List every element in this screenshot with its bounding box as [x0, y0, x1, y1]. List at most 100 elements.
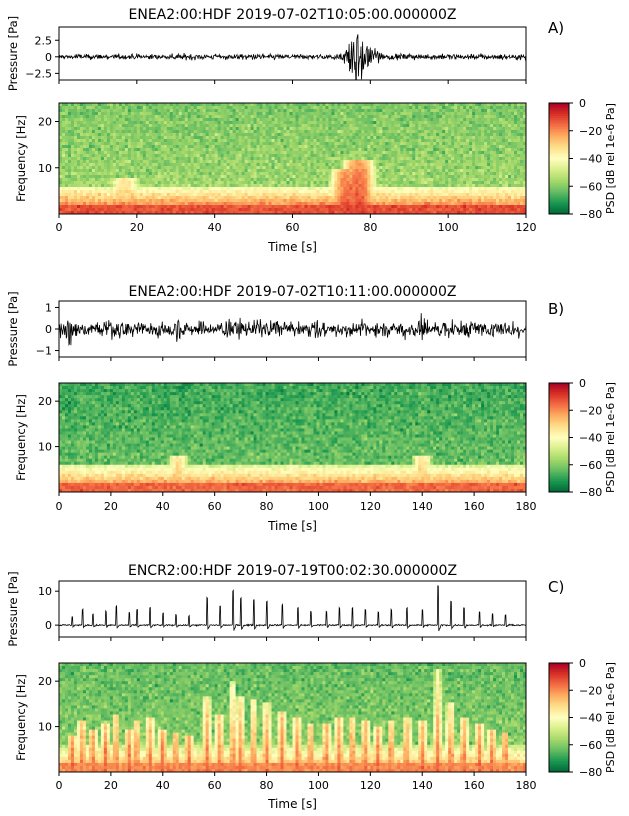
- spectrogram-cell: [98, 121, 101, 124]
- spectrogram-cell: [310, 112, 313, 115]
- spectrogram-cell: [409, 160, 412, 163]
- spectrogram-cell: [62, 178, 65, 181]
- spectrogram-cell: [176, 202, 179, 205]
- spectrogram-cell: [143, 208, 146, 211]
- spectrogram-cell: [104, 127, 107, 130]
- spectrogram-cell: [92, 163, 95, 166]
- spectrogram-cell: [74, 205, 77, 208]
- spectrogram-cell: [376, 109, 379, 112]
- spectrogram-cell: [236, 115, 239, 118]
- spectrogram-cell: [457, 205, 460, 208]
- spectrogram-cell: [421, 133, 424, 136]
- spectrogram-cell: [209, 145, 212, 148]
- spectrogram-cell: [367, 181, 370, 184]
- spectrogram-cell: [233, 145, 236, 148]
- spectrogram-cell: [248, 193, 251, 196]
- spectrogram-cell: [266, 136, 269, 139]
- spectrogram-cell: [376, 184, 379, 187]
- spectrogram-cell: [110, 106, 113, 109]
- spectrogram-cell: [119, 109, 122, 112]
- spectrogram-cell: [149, 160, 152, 163]
- spectrogram-cell: [451, 154, 454, 157]
- spectrogram-cell: [242, 127, 245, 130]
- spectrogram-cell: [113, 121, 116, 124]
- spectrogram-cell: [209, 124, 212, 127]
- spectrogram-cell: [394, 109, 397, 112]
- spectrogram-cell: [260, 112, 263, 115]
- spectrogram-cell: [227, 208, 230, 211]
- spectrogram-cell: [457, 142, 460, 145]
- spectrogram-cell: [146, 163, 149, 166]
- spectrogram-cell: [62, 190, 65, 193]
- spectrogram-cell: [155, 124, 158, 127]
- spectrogram-cell: [457, 130, 460, 133]
- spectrogram-cell: [337, 115, 340, 118]
- spectrogram-cell: [158, 121, 161, 124]
- spectrogram-cell: [427, 178, 430, 181]
- spectrogram-cell: [233, 175, 236, 178]
- spectrogram-cell: [334, 169, 337, 172]
- spectrogram-cell: [122, 205, 125, 208]
- spectrogram-cell: [206, 133, 209, 136]
- spectrogram-cell: [403, 196, 406, 199]
- spectrogram-cell: [313, 172, 316, 175]
- spectrogram-cell: [224, 157, 227, 160]
- spectrogram-cell: [346, 115, 349, 118]
- spectrogram-cell: [290, 145, 293, 148]
- spectrogram-cell: [248, 127, 251, 130]
- spectrogram-plot: 20100 20 40 60 80 100 120Time [s]Frequency [Hz…: [14, 103, 537, 254]
- spectrogram-cell: [266, 187, 269, 190]
- spectrogram-cell: [206, 160, 209, 163]
- spectrogram-cell: [119, 145, 122, 148]
- spectrogram-cell: [364, 172, 367, 175]
- spectrogram-cell: [460, 118, 463, 121]
- spectrogram-cell: [427, 169, 430, 172]
- spectrogram-cell: [445, 178, 448, 181]
- spectrogram-cell: [71, 130, 74, 133]
- spectrogram-cell: [313, 130, 316, 133]
- spectrogram-cell: [134, 190, 137, 193]
- spectrogram-cell: [164, 181, 167, 184]
- spectrogram-cell: [248, 178, 251, 181]
- spectrogram-cell: [197, 145, 200, 148]
- spectrogram-cell: [122, 151, 125, 154]
- spectrogram-cell: [436, 196, 439, 199]
- spectrogram-cell: [436, 184, 439, 187]
- spectrogram-cell: [260, 169, 263, 172]
- spectrogram-cell: [325, 145, 328, 148]
- spectrogram-cell: [287, 112, 290, 115]
- spectrogram-cell: [361, 190, 364, 193]
- spectrogram-cell: [260, 133, 263, 136]
- spectrogram-cell: [385, 169, 388, 172]
- spectrogram-cell: [361, 145, 364, 148]
- spectrogram-cell: [442, 145, 445, 148]
- spectrogram-cell: [361, 163, 364, 166]
- spectrogram-cell: [427, 160, 430, 163]
- spectrogram-cell: [227, 169, 230, 172]
- spectrogram-cell: [149, 142, 152, 145]
- spectrogram-cell: [403, 118, 406, 121]
- spectrogram-cell: [290, 163, 293, 166]
- spectrogram-cell: [382, 172, 385, 175]
- spectrogram-cell: [391, 178, 394, 181]
- spectrogram-cell: [197, 115, 200, 118]
- spectrogram-cell: [212, 157, 215, 160]
- spectrogram-cell: [409, 121, 412, 124]
- spectrogram-cell: [116, 160, 119, 163]
- spectrogram-cell: [403, 148, 406, 151]
- spectrogram-cell: [373, 130, 376, 133]
- spectrogram-cell: [355, 151, 358, 154]
- spectrogram-cell: [349, 184, 352, 187]
- spectrogram-cell: [454, 136, 457, 139]
- spectrogram-cell: [170, 157, 173, 160]
- spectrogram-cell: [65, 154, 68, 157]
- spectrogram-cell: [439, 163, 442, 166]
- spectrogram-cell: [89, 190, 92, 193]
- spectrogram-cell: [251, 175, 254, 178]
- spectrogram-cell: [131, 193, 134, 196]
- spectrogram-cell: [403, 184, 406, 187]
- spectrogram-cell: [200, 175, 203, 178]
- spectrogram-cell: [110, 118, 113, 121]
- spectrogram-cell: [134, 175, 137, 178]
- spectrogram-cell: [113, 148, 116, 151]
